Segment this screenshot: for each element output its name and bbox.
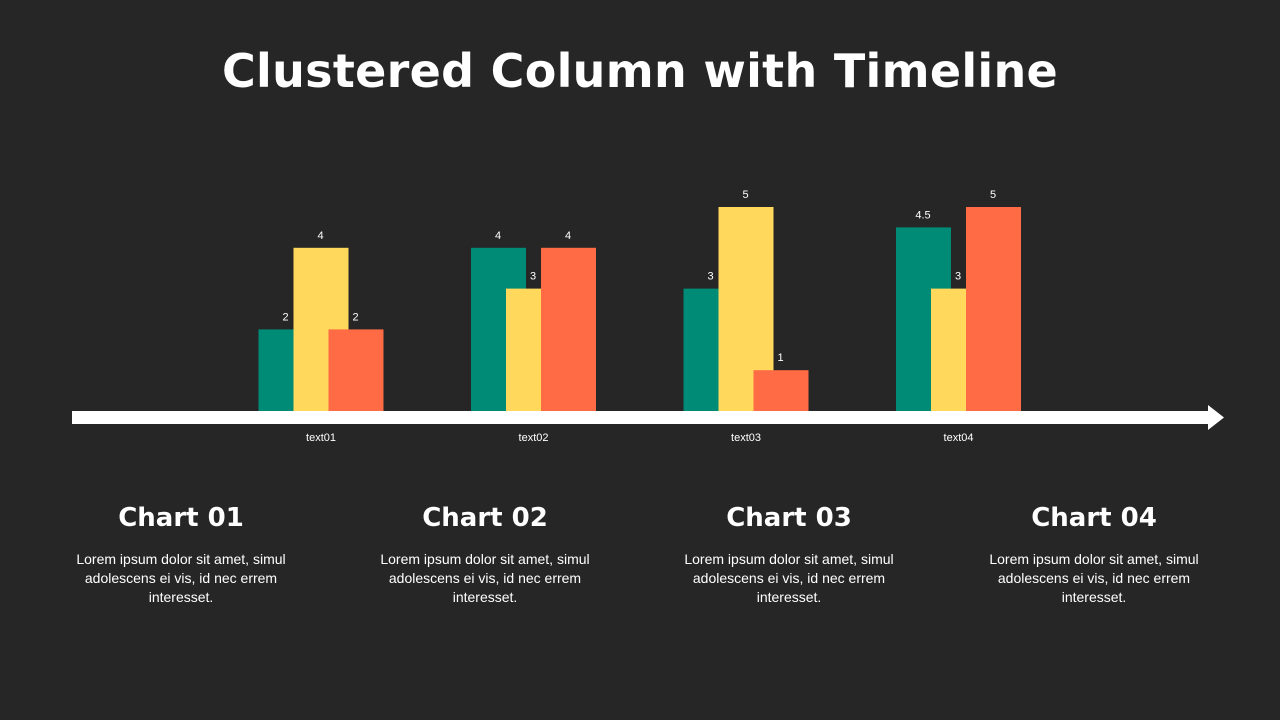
card-title: Chart 01 — [118, 503, 244, 533]
card-body: Lorem ipsum dolor sit amet, simul adoles… — [76, 551, 286, 605]
chart-card-1: Chart 01 Lorem ipsum dolor sit amet, sim… — [61, 500, 301, 607]
category-label: text02 — [519, 432, 549, 444]
category-label: text04 — [944, 432, 974, 444]
card-body: Lorem ipsum dolor sit amet, simul adoles… — [989, 551, 1199, 605]
card-title: Chart 02 — [422, 503, 548, 533]
category-label: text03 — [731, 432, 761, 444]
card-title: Chart 04 — [1031, 503, 1157, 533]
timeline-arrow-head — [1208, 405, 1224, 430]
data-label: 2 — [282, 311, 288, 323]
data-label: 4.5 — [915, 209, 930, 221]
data-label: 5 — [742, 189, 748, 201]
data-label: 5 — [990, 189, 996, 201]
bar-text04-series-3 — [966, 207, 1021, 411]
page-title: Clustered Column with Timeline — [221, 44, 1058, 98]
bar-text02-series-3 — [541, 247, 596, 411]
data-label: 3 — [530, 271, 536, 283]
timeline-axis — [72, 411, 1210, 424]
chart-card-2: Chart 02 Lorem ipsum dolor sit amet, sim… — [365, 500, 605, 607]
data-label: 3 — [955, 271, 961, 283]
chart-card-4: Chart 04 Lorem ipsum dolor sit amet, sim… — [974, 500, 1214, 607]
card-body: Lorem ipsum dolor sit amet, simul adoles… — [684, 551, 894, 605]
data-label: 4 — [495, 230, 501, 242]
clustered-column-chart: 2 4 2 text01 4 3 4 text02 3 5 1 text03 4.5 3 5 text04 — [72, 189, 1224, 444]
data-label: 4 — [565, 230, 571, 242]
data-label: 1 — [777, 352, 783, 364]
data-label: 4 — [317, 230, 323, 242]
data-label: 2 — [352, 311, 358, 323]
data-label: 3 — [707, 271, 713, 283]
bar-text01-series-3 — [328, 329, 384, 411]
bar-text03-series-3 — [753, 370, 809, 411]
card-title: Chart 03 — [726, 503, 852, 533]
card-body: Lorem ipsum dolor sit amet, simul adoles… — [380, 551, 590, 605]
category-label: text01 — [306, 432, 336, 444]
chart-card-3: Chart 03 Lorem ipsum dolor sit amet, sim… — [669, 500, 909, 607]
